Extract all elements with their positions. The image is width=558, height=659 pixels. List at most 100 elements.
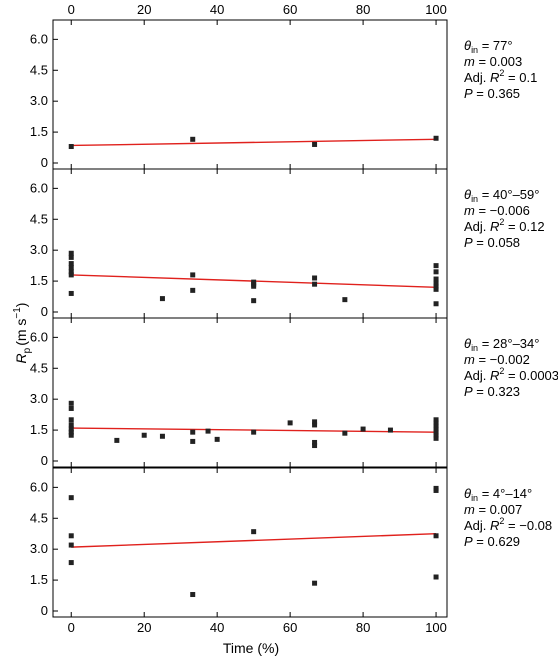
slope-value: −0.006 (489, 203, 530, 218)
panel-3-data-point (141, 432, 147, 438)
panel-1-frame (52, 19, 448, 170)
panel-3-data-point (342, 430, 348, 436)
panel-2-data-point (68, 250, 74, 256)
panel-1-data-point (68, 144, 74, 150)
panel-1-y-tick-label: 0 (41, 155, 48, 170)
r2-line: Adj. R2 = 0.1 (464, 68, 538, 86)
slope-line: m = 0.007 (464, 502, 523, 517)
panel-3-data-point (433, 417, 439, 423)
panel-2-y-tick-label: 0 (41, 304, 48, 319)
panel-2-y-tick-label: 1.5 (30, 273, 48, 288)
panel-2-data-point (312, 281, 318, 287)
panel-2-data-point (433, 280, 439, 286)
r2-value: 0.12 (519, 219, 545, 234)
top-x-tick-label: 0 (68, 2, 75, 17)
top-x-tick-label: 60 (283, 2, 297, 17)
panel-3-data-point (68, 429, 74, 435)
panel-2-data-point (190, 272, 196, 278)
p-value: 0.058 (487, 235, 521, 250)
panel-3-y-tick-label: 3.0 (30, 391, 48, 406)
bottom-x-tick-label: 0 (68, 620, 75, 635)
r2-value: −0.08 (519, 518, 553, 533)
panel-1-y-tick-label: 1.5 (30, 124, 48, 139)
p-value: 0.323 (487, 384, 521, 399)
panel-2-data-point (68, 272, 74, 278)
slope-value: −0.002 (489, 352, 530, 367)
panel-2-data-point (251, 298, 257, 304)
panel-2-data-point (68, 254, 74, 260)
panel-3-data-point (159, 433, 165, 439)
panel-2-data-point (312, 275, 318, 281)
panel-4-data-point (68, 560, 74, 566)
x-axis-label: Time (%) (223, 640, 279, 656)
panel-1-fit-line (71, 138, 437, 147)
bottom-x-tick-label: 40 (210, 620, 224, 635)
panel-2-annotation: θin = 40°–59° m = −0.006 Adj. R2 = 0.12 P =… (464, 187, 545, 251)
panel-3-data-point (433, 429, 439, 435)
panel-2-y-tick-label: 3.0 (30, 242, 48, 257)
panel-1-annotation: θin = 77° m = 0.003 Adj. R2 = 0.1 P = 0.365 (464, 38, 537, 102)
panel-3-y-tick-label: 4.5 (30, 360, 48, 375)
top-x-tick-label: 40 (210, 2, 224, 17)
panel-1-y-tick-label: 4.5 (30, 62, 48, 77)
theta-value: 77° (492, 38, 513, 53)
panel-3-annotation: θin = 28°–34° m = −0.002 Adj. R2 = 0.0003 P… (464, 336, 558, 400)
top-x-tick-label: 80 (356, 2, 370, 17)
panel-4-data-point (68, 495, 74, 501)
r2-value: 0.0003 (519, 368, 558, 383)
panel-4-fit-line (71, 533, 437, 548)
panel-4-data-point (433, 487, 439, 493)
panel-2-y-tick-label: 6.0 (30, 180, 48, 195)
panel-3-data-point (190, 438, 196, 444)
panel-3-data-point (68, 405, 74, 411)
p-value: 0.629 (487, 534, 521, 549)
panel-3-data-point (214, 436, 220, 442)
bottom-x-tick-label: 20 (137, 620, 151, 635)
panel-3-data-point (433, 435, 439, 441)
bottom-x-tick-label: 100 (425, 620, 447, 635)
panel-3-y-tick-label: 1.5 (30, 422, 48, 437)
panels-layer: 0 1.5 3.0 4.5 6.0 0 1.5 3.0 4.5 6.0 0 1.5 3.0 4.5 6.0 0… (30, 2, 448, 635)
theta-line: θin = 40°–59° (464, 187, 540, 204)
y-axis-label-subscript: p (22, 347, 33, 353)
panel-3-data-point (251, 429, 257, 435)
panel-4-data-point (433, 533, 439, 539)
panel-4-data-point (312, 580, 318, 586)
panel-2-data-point (433, 283, 439, 289)
panel-3-data-point (360, 426, 366, 432)
slope-line: m = 0.003 (464, 54, 523, 69)
panel-2-data-point (159, 296, 165, 302)
panel-3-data-point (433, 420, 439, 426)
panel-4-y-tick-label: 1.5 (30, 572, 48, 587)
panel-4-frame (52, 467, 448, 618)
p-line: P = 0.629 (464, 534, 521, 549)
theta-line: θin = 28°–34° (464, 336, 540, 353)
top-x-tick-label: 20 (137, 2, 151, 17)
panel-2-data-point (68, 290, 74, 296)
panel-3-data-point (68, 400, 74, 406)
panel-2-data-point (68, 265, 74, 271)
panel-3-data-point (387, 427, 393, 433)
y-axis-label-unit-exponent: −1 (12, 307, 23, 319)
panel-4-y-tick-label: 3.0 (30, 541, 48, 556)
panel-2-data-point (251, 283, 257, 289)
p-line: P = 0.323 (464, 384, 521, 399)
panel-3-data-point (68, 426, 74, 432)
slope-line: m = −0.006 (464, 203, 530, 218)
panel-4-data-point (190, 592, 196, 598)
p-line: P = 0.058 (464, 235, 521, 250)
panel-3-data-point (312, 439, 318, 445)
panel-1-y-tick-label: 3.0 (30, 93, 48, 108)
bottom-x-tick-label: 60 (283, 620, 297, 635)
panel-3-data-point (312, 443, 318, 449)
panel-4-y-tick-label: 6.0 (30, 479, 48, 494)
bottom-x-tick-label: 80 (356, 620, 370, 635)
panel-4-annotation: θin = 4°–14° m = 0.007 Adj. R2 = −0.08 P = … (464, 486, 552, 550)
panel-3-data-point (190, 429, 196, 435)
theta-line: θin = 4°–14° (464, 486, 533, 503)
panel-2-data-point (190, 287, 196, 293)
r2-value: 0.1 (519, 70, 538, 85)
panel-3-data-point (433, 423, 439, 429)
panel-4-y-tick-label: 4.5 (30, 510, 48, 525)
